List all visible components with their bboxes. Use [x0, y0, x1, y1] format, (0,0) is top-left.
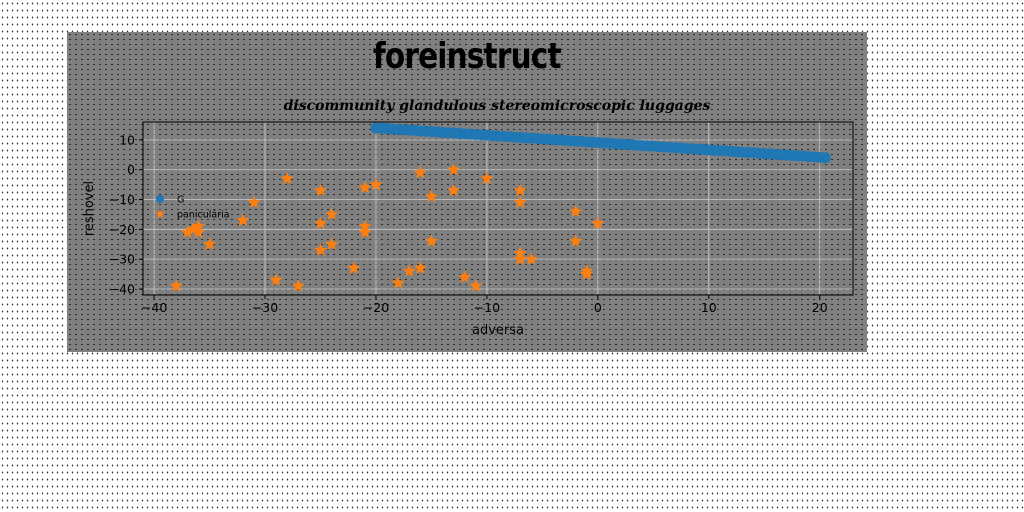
data-point-star	[314, 243, 327, 256]
data-point-star	[447, 163, 460, 176]
data-point-star	[292, 279, 305, 292]
legend-label: paniculária	[177, 210, 230, 221]
data-point-star	[236, 213, 249, 226]
x-tick-label: −20	[363, 300, 389, 315]
data-point-star	[358, 225, 371, 238]
data-point-star	[269, 273, 282, 286]
x-tick-label: −30	[252, 300, 278, 315]
y-tick-label: −20	[109, 222, 135, 237]
data-point-star	[281, 172, 294, 185]
legend-marker-circle	[156, 195, 164, 203]
x-axis-label: adversa	[472, 323, 524, 338]
y-axis-label: reshovel	[82, 181, 97, 236]
data-point-star	[425, 234, 438, 247]
data-point-star	[525, 252, 538, 265]
data-point-star	[325, 207, 338, 220]
y-tick-label: 0	[127, 162, 135, 177]
data-point-star	[414, 166, 427, 179]
x-tick-label: 0	[594, 300, 602, 315]
data-point-star	[314, 216, 327, 229]
series-1	[370, 122, 830, 163]
data-point-star	[425, 190, 438, 203]
data-point-star	[392, 276, 405, 289]
y-tick-label: 10	[119, 132, 135, 147]
data-point-star	[447, 184, 460, 197]
y-tick-label: −10	[109, 192, 135, 207]
series-2	[170, 163, 605, 292]
data-point-star	[325, 237, 338, 250]
data-point-circle	[820, 152, 831, 163]
data-point-star	[569, 234, 582, 247]
data-point-star	[569, 204, 582, 217]
x-tick-label: 10	[701, 300, 717, 315]
y-tick-label: −30	[109, 252, 135, 267]
x-tick-label: −40	[141, 300, 167, 315]
data-point-star	[458, 270, 471, 283]
data-point-star	[514, 184, 527, 197]
data-point-star	[203, 237, 216, 250]
axis-ticks: −40 −30 −20 −10 0 10 20 10 0 −10 −20 −30 −40	[109, 132, 828, 315]
data-point-star	[414, 261, 427, 274]
y-tick-label: −40	[109, 282, 135, 297]
data-point-star	[514, 196, 527, 209]
chart-marks	[170, 122, 831, 291]
x-tick-label: 20	[812, 300, 828, 315]
data-point-star	[514, 252, 527, 265]
legend-label: G	[177, 195, 184, 206]
legend-marker-star	[155, 209, 165, 218]
data-point-star	[347, 261, 360, 274]
x-tick-label: −10	[474, 300, 500, 315]
data-point-star	[314, 184, 327, 197]
data-point-star	[247, 196, 260, 209]
data-point-star	[170, 279, 183, 292]
data-point-star	[469, 279, 482, 292]
